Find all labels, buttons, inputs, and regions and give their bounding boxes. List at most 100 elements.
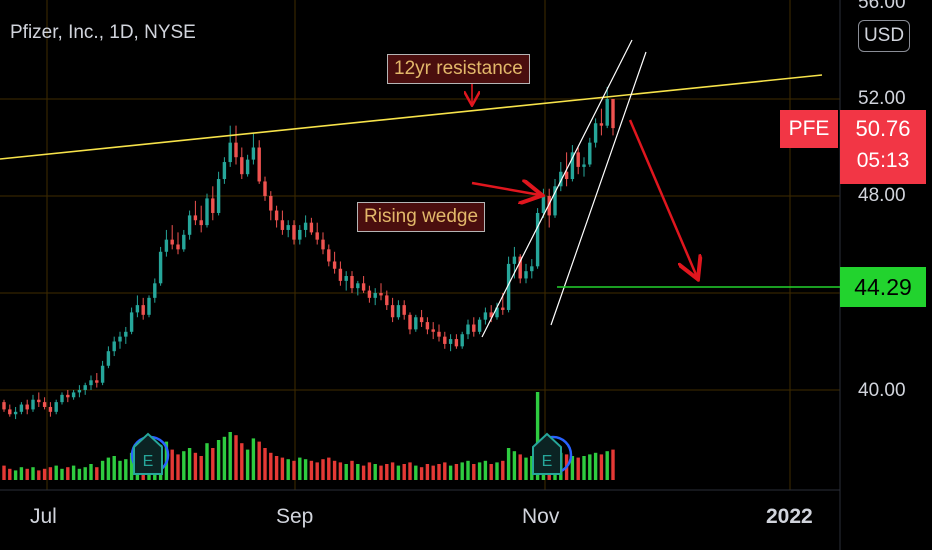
volume-bar — [60, 468, 64, 480]
candle-body — [193, 215, 198, 221]
candle-body — [42, 402, 47, 407]
wedge-upper-line[interactable] — [481, 39, 633, 338]
candle-body — [344, 276, 348, 281]
candle-body — [373, 293, 377, 298]
candle-body — [466, 324, 470, 335]
candle-body — [25, 404, 29, 410]
candle-body — [547, 196, 551, 216]
candle-body — [477, 319, 482, 332]
symbol-title[interactable]: Pfizer, Inc., 1D, NYSE — [10, 22, 196, 43]
volume-bar — [124, 459, 128, 480]
volume-bar — [263, 448, 267, 480]
candle-body — [147, 297, 151, 315]
time-tick-sep: Sep — [276, 505, 314, 528]
earnings-label-2: E — [542, 453, 553, 470]
candle-body — [71, 392, 76, 398]
volume-bar — [112, 456, 116, 480]
volume-bar — [501, 460, 505, 480]
candle-body — [472, 324, 476, 332]
volume-bar — [8, 468, 12, 480]
candle-body — [54, 402, 58, 412]
volume-bar — [338, 462, 343, 480]
volume-bar — [95, 467, 99, 480]
volume-bar — [379, 465, 383, 480]
candle-body — [564, 171, 569, 180]
candle-body — [257, 147, 261, 182]
volume-bar — [472, 464, 476, 480]
price-tick-40: 40.00 — [858, 380, 906, 401]
candlestick-series — [2, 86, 615, 420]
volume-bar — [269, 452, 273, 480]
volume-bar — [483, 460, 488, 480]
candle-body — [199, 220, 203, 226]
volume-bar — [118, 460, 122, 480]
candle-body — [315, 232, 319, 240]
candle-body — [599, 123, 604, 126]
candle-body — [141, 305, 145, 315]
candle-body — [518, 256, 522, 279]
volume-bar — [344, 464, 348, 480]
candle-body — [124, 331, 128, 337]
wedge-lower-line[interactable] — [550, 51, 647, 326]
annotation-wedge[interactable]: Rising wedge — [357, 202, 486, 232]
resistance-line[interactable] — [0, 74, 823, 160]
bar-countdown: 05:13 — [856, 149, 910, 172]
annotation-resistance[interactable]: 12yr resistance — [387, 54, 530, 84]
candle-body — [332, 261, 337, 269]
candle-body — [611, 99, 615, 129]
candle-body — [361, 283, 366, 291]
candle-body — [385, 295, 389, 306]
last-price-tag: 50.76 05:13 — [840, 110, 926, 184]
candle-body — [83, 385, 87, 390]
candle-body — [100, 365, 105, 383]
volume-bar — [489, 464, 493, 480]
earnings-marker-1[interactable]: E — [130, 432, 170, 475]
candle-body — [292, 225, 296, 240]
candle-body — [309, 222, 314, 233]
candle-body — [524, 271, 528, 279]
volume-bar — [42, 468, 47, 480]
volume-bar — [588, 454, 592, 480]
volume-bar — [570, 456, 575, 480]
volume-bar — [251, 438, 256, 480]
candle-body — [541, 196, 546, 213]
candle-body — [425, 322, 430, 330]
candle-body — [274, 210, 279, 221]
candle-body — [187, 215, 192, 235]
candle-body — [437, 331, 441, 337]
volume-bar — [31, 467, 35, 480]
candle-body — [367, 290, 372, 298]
candle-body — [605, 99, 609, 126]
candle-body — [512, 256, 517, 264]
candle-body — [495, 307, 499, 318]
candle-body — [89, 380, 93, 386]
time-tick-jul: Jul — [30, 505, 57, 528]
volume-bar — [367, 462, 372, 480]
candle-body — [31, 399, 35, 410]
volume-bar — [77, 468, 82, 480]
volume-bar — [576, 457, 580, 480]
volume-bar — [19, 467, 24, 480]
volume-bar — [506, 448, 511, 480]
candle-body — [402, 305, 406, 315]
earnings-pentagon-1 — [133, 432, 163, 475]
volume-bars — [2, 392, 615, 480]
volume-bar — [83, 467, 87, 480]
candle-body — [530, 266, 534, 272]
volume-bar — [170, 449, 174, 480]
candle-body — [228, 142, 232, 163]
currency-button[interactable]: USD — [858, 20, 910, 52]
volume-bar — [390, 462, 395, 480]
volume-bar — [408, 462, 412, 480]
candle-body — [454, 339, 459, 347]
volume-bar — [303, 459, 308, 480]
candle-body — [321, 239, 325, 250]
candle-body — [535, 212, 540, 267]
volume-bar — [524, 457, 528, 480]
candle-body — [77, 390, 82, 393]
candle-body — [234, 142, 238, 158]
candle-body — [408, 314, 412, 330]
earnings-marker-2[interactable]: E — [532, 432, 573, 475]
volume-bar — [582, 456, 586, 480]
